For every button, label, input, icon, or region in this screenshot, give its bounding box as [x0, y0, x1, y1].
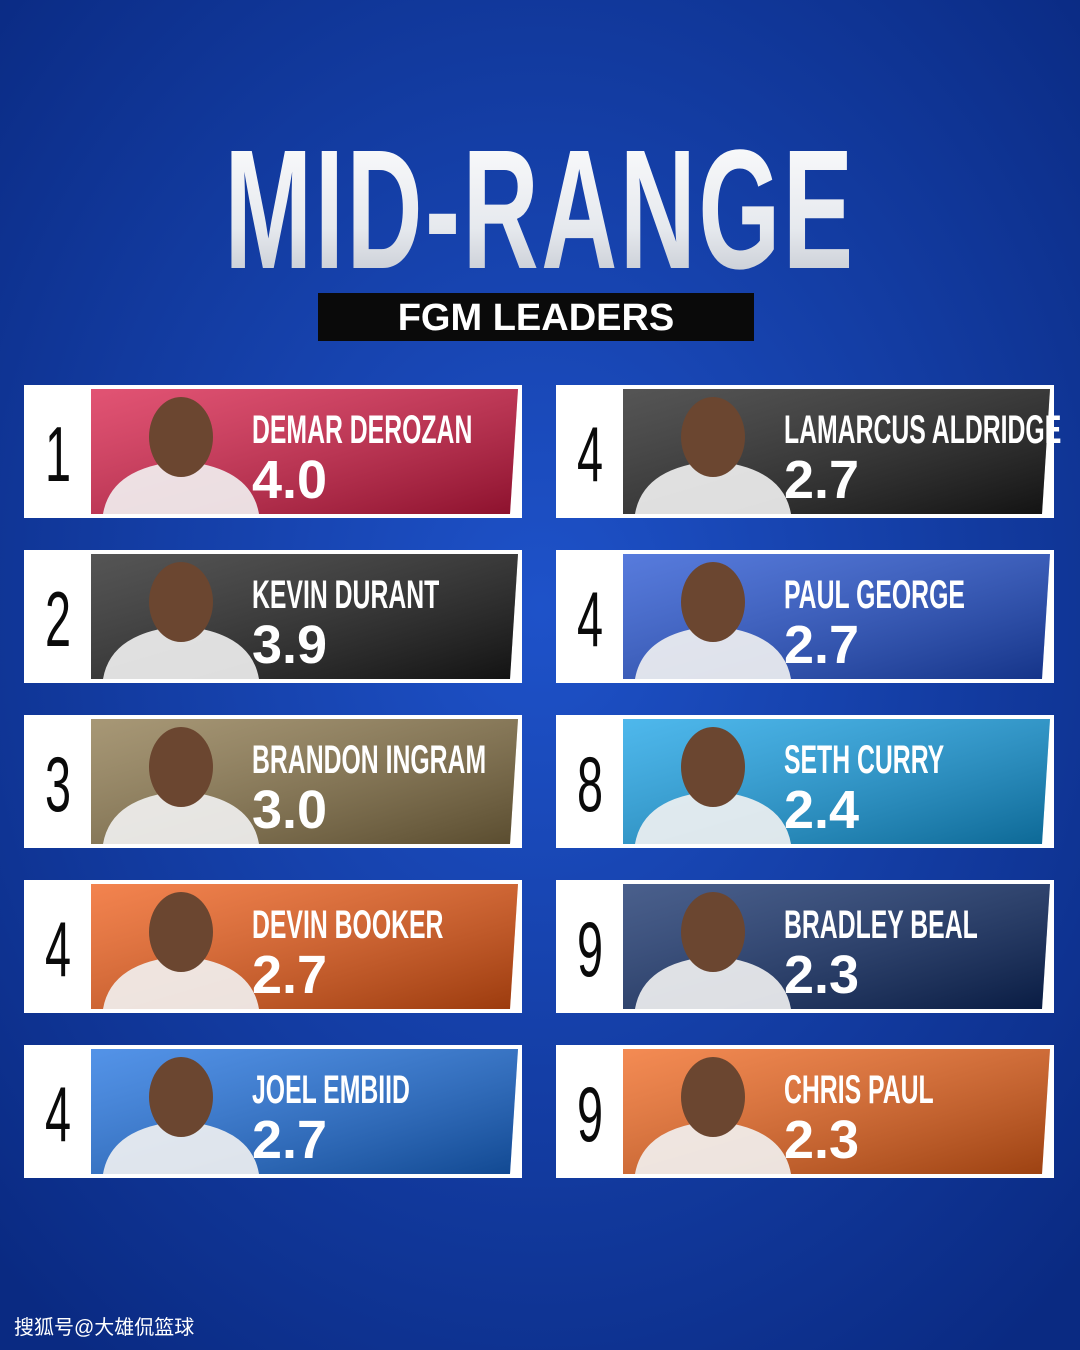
player-head — [681, 892, 745, 972]
player-name: DEMAR DEROZAN — [252, 408, 472, 452]
rank: 1 — [45, 411, 71, 498]
player-head — [149, 727, 213, 807]
player-name: JOEL EMBIID — [252, 1068, 410, 1112]
watermark: 搜狐号@大雄侃篮球 — [14, 1316, 194, 1339]
player-value: 3.9 — [252, 615, 327, 675]
player-value: 4.0 — [252, 450, 327, 510]
subtitle: FGM LEADERS — [398, 297, 675, 339]
player-body — [103, 956, 259, 1009]
player-name: CHRIS PAUL — [784, 1068, 934, 1112]
player-head — [149, 562, 213, 642]
player-body — [103, 791, 259, 844]
player-name: SETH CURRY — [784, 738, 944, 782]
player-value: 2.3 — [784, 1110, 859, 1170]
player-head — [681, 562, 745, 642]
player-value: 2.4 — [784, 780, 859, 840]
player-body — [103, 461, 259, 514]
player-head — [149, 1057, 213, 1137]
player-value: 2.7 — [252, 1110, 327, 1170]
player-name: KEVIN DURANT — [252, 573, 439, 617]
player-body — [635, 626, 791, 679]
player-head — [149, 397, 213, 477]
player-head — [149, 892, 213, 972]
rank: 8 — [577, 741, 603, 828]
player-body — [635, 1121, 791, 1174]
player-name: DEVIN BOOKER — [252, 903, 443, 947]
rank: 4 — [577, 411, 603, 498]
player-body — [103, 626, 259, 679]
player-name: PAUL GEORGE — [784, 573, 965, 617]
rank: 2 — [45, 576, 71, 663]
player-head — [681, 1057, 745, 1137]
player-head — [681, 727, 745, 807]
player-body — [103, 1121, 259, 1174]
player-name: BRANDON INGRAM — [252, 738, 486, 782]
player-body — [635, 791, 791, 844]
player-name: BRADLEY BEAL — [784, 903, 978, 947]
subtitle-box — [318, 293, 754, 341]
rank: 4 — [45, 906, 71, 993]
rank: 3 — [45, 741, 71, 828]
player-value: 2.7 — [784, 615, 859, 675]
rank: 9 — [577, 1071, 603, 1158]
rank: 9 — [577, 906, 603, 993]
player-body — [635, 956, 791, 1009]
player-name: LAMARCUS ALDRIDGE — [784, 408, 1061, 452]
player-body — [635, 461, 791, 514]
player-value: 2.3 — [784, 945, 859, 1005]
rank: 4 — [577, 576, 603, 663]
player-head — [681, 397, 745, 477]
rank: 4 — [45, 1071, 71, 1158]
player-value: 2.7 — [252, 945, 327, 1005]
player-value: 3.0 — [252, 780, 327, 840]
title: MID-RANGE — [224, 114, 855, 304]
player-value: 2.7 — [784, 450, 859, 510]
